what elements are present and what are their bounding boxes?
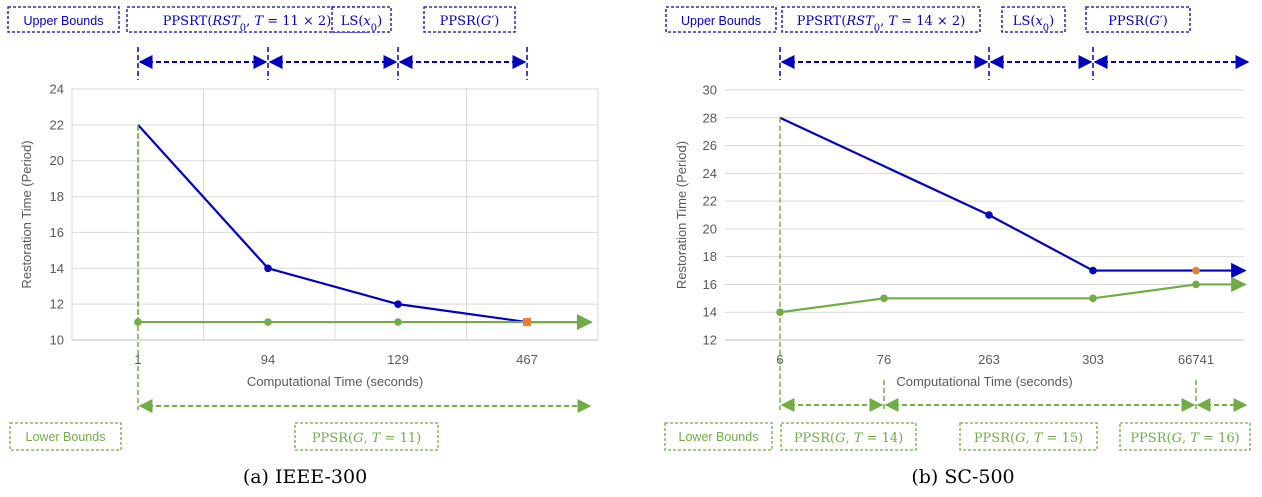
y-tick-label: 16	[703, 277, 717, 292]
upper-bounds-label: Upper Bounds	[681, 14, 761, 28]
x-tick-label: 94	[261, 352, 275, 367]
lower-bound-point	[1192, 280, 1200, 289]
lower-bound-line	[779, 283, 1197, 314]
upper-segment-box	[1085, 6, 1191, 33]
upper-segment-label: PPSRT(RST0, T = 14 × 2)	[797, 14, 966, 34]
upper-segment-box	[126, 6, 368, 33]
x-tick-label: 129	[387, 352, 409, 367]
y-tick-label: 10	[50, 333, 64, 348]
y-tick-label: 24	[50, 82, 64, 97]
upper-segment-box	[423, 6, 516, 33]
upper-segment-box	[1001, 6, 1066, 33]
lower-segment-box	[294, 422, 439, 451]
upper-bounds-label-box	[665, 6, 777, 33]
lower-segment-box	[1119, 422, 1251, 451]
lower-segment-label: PPSR(G, T = 14)	[794, 431, 903, 446]
x-tick-label: 66741	[1178, 352, 1214, 367]
upper-segment-box	[781, 6, 981, 33]
x-tick-label: 76	[877, 352, 891, 367]
caption-a: (a) IEEE-300	[243, 466, 367, 488]
x-tick-label: 263	[978, 352, 1000, 367]
y-axis-title: Restoration Time (Period)	[674, 141, 689, 289]
y-axis-title: Restoration Time (Period)	[19, 140, 34, 288]
y-tick-label: 18	[50, 189, 64, 204]
y-tick-label: 16	[50, 225, 64, 240]
upper-bound-point	[1089, 266, 1097, 275]
lower-bound-point	[880, 294, 888, 303]
upper-bounds-label-box	[7, 6, 120, 33]
upper-segment-box	[331, 6, 392, 33]
y-tick-label: 22	[703, 194, 717, 209]
y-tick-label: 14	[703, 305, 717, 320]
lower-segment-label: PPSR(G, T = 11)	[312, 431, 421, 446]
lower-bound-point	[1089, 294, 1097, 303]
caption-b: (b) SC-500	[911, 466, 1014, 488]
y-tick-label: 30	[703, 83, 717, 98]
upper-segment-label: LS(x0)	[1013, 14, 1054, 34]
lower-segment-box	[780, 422, 917, 451]
lower-segment-label: PPSR(G, T = 16)	[1130, 431, 1239, 446]
y-tick-label: 26	[703, 138, 717, 153]
x-axis-title: Computational Time (seconds)	[896, 374, 1072, 389]
lower-segment-box	[959, 422, 1098, 451]
upper-segment-label: PPSR(G′)	[1108, 14, 1168, 29]
lower-bound-point	[264, 318, 272, 326]
y-tick-label: 24	[703, 166, 717, 181]
lower-bound-point	[394, 318, 402, 326]
x-tick-label: 467	[516, 352, 538, 367]
lower-bounds-label-box	[9, 422, 122, 451]
upper-segment-label: LS(x0)	[341, 14, 382, 34]
y-tick-label: 18	[703, 249, 717, 264]
upper-bound-point	[264, 264, 272, 273]
lower-bounds-label: Lower Bounds	[679, 430, 759, 444]
upper-bound-line	[137, 124, 528, 324]
y-tick-label: 20	[703, 221, 717, 236]
lower-bounds-label-box	[664, 422, 773, 451]
y-tick-label: 20	[50, 153, 64, 168]
upper-bound-point	[985, 211, 993, 219]
upper-segment-label: PPSRT(RST0, T = 11 × 2)	[163, 14, 332, 34]
upper-segment-label: PPSR(G′)	[440, 14, 500, 29]
upper-bound-point	[1192, 266, 1200, 275]
y-tick-label: 14	[50, 261, 64, 276]
upper-bound-line	[779, 116, 1196, 272]
y-tick-label: 12	[50, 297, 64, 312]
y-tick-label: 12	[703, 333, 717, 348]
x-tick-label: 303	[1082, 352, 1104, 367]
upper-bounds-label: Upper Bounds	[24, 14, 104, 28]
lower-bounds-label: Lower Bounds	[26, 430, 106, 444]
upper-bound-point	[394, 300, 402, 308]
y-tick-label: 22	[50, 117, 64, 132]
converged-point	[523, 318, 531, 327]
x-axis-title: Computational Time (seconds)	[247, 374, 423, 389]
lower-segment-label: PPSR(G, T = 15)	[974, 431, 1083, 446]
y-tick-label: 28	[703, 110, 717, 125]
